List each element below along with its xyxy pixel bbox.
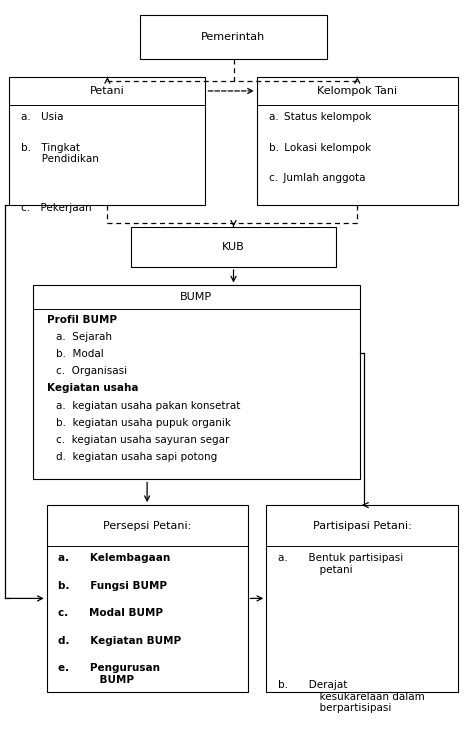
Text: c. Pekerjaan: c. Pekerjaan: [21, 203, 92, 213]
Text: b. Tingkat
  Pendidikan: b. Tingkat Pendidikan: [21, 143, 99, 164]
Text: d.  kegiatan usaha sapi potong: d. kegiatan usaha sapi potong: [56, 452, 217, 462]
Bar: [9, 77, 205, 205]
Text: Profil BUMP: Profil BUMP: [47, 315, 117, 324]
Text: b.  Modal: b. Modal: [56, 349, 104, 359]
Text: a. Usia: a. Usia: [21, 112, 64, 122]
Bar: [140, 15, 327, 59]
Bar: [33, 285, 360, 479]
Text: b.  Fungsi BUMP: b. Fungsi BUMP: [58, 581, 167, 591]
Text: Persepsi Petani:: Persepsi Petani:: [103, 520, 191, 531]
Text: b.  kegiatan usaha pupuk organik: b. kegiatan usaha pupuk organik: [56, 418, 231, 427]
Text: Petani: Petani: [90, 86, 125, 96]
Text: Partisipasi Petani:: Partisipasi Petani:: [312, 520, 411, 531]
Text: BUMP: BUMP: [180, 292, 212, 302]
Text: b. Lokasi kelompok: b. Lokasi kelompok: [269, 143, 371, 153]
Text: e.  Pengurusan
    BUMP: e. Pengurusan BUMP: [58, 663, 160, 685]
Text: c.  kegiatan usaha sayuran segar: c. kegiatan usaha sayuran segar: [56, 435, 229, 445]
Text: Pemerintah: Pemerintah: [201, 31, 266, 42]
Text: c.  Modal BUMP: c. Modal BUMP: [58, 608, 163, 619]
Text: a. Status kelompok: a. Status kelompok: [269, 112, 371, 122]
Bar: [47, 505, 248, 692]
Text: Kegiatan usaha: Kegiatan usaha: [47, 384, 138, 393]
Text: c. Jumlah anggota: c. Jumlah anggota: [269, 173, 365, 183]
Text: a.  kegiatan usaha pakan konsetrat: a. kegiatan usaha pakan konsetrat: [56, 400, 241, 411]
Bar: [131, 227, 336, 267]
Text: Kelompok Tani: Kelompok Tani: [317, 86, 397, 96]
Bar: [257, 77, 458, 205]
Text: c.  Organisasi: c. Organisasi: [56, 366, 127, 376]
Text: a.  Kelembagaan: a. Kelembagaan: [58, 553, 170, 564]
Text: d.  Kegiatan BUMP: d. Kegiatan BUMP: [58, 636, 182, 646]
Text: a.  Bentuk partisipasi
    petani: a. Bentuk partisipasi petani: [278, 553, 403, 575]
Text: a.  Sejarah: a. Sejarah: [56, 332, 112, 342]
Text: KUB: KUB: [222, 242, 245, 252]
Bar: [266, 505, 458, 692]
Text: b.  Derajat
    kesukarelaan dalam
    berpartisipasi: b. Derajat kesukarelaan dalam berpartisi…: [278, 680, 425, 713]
